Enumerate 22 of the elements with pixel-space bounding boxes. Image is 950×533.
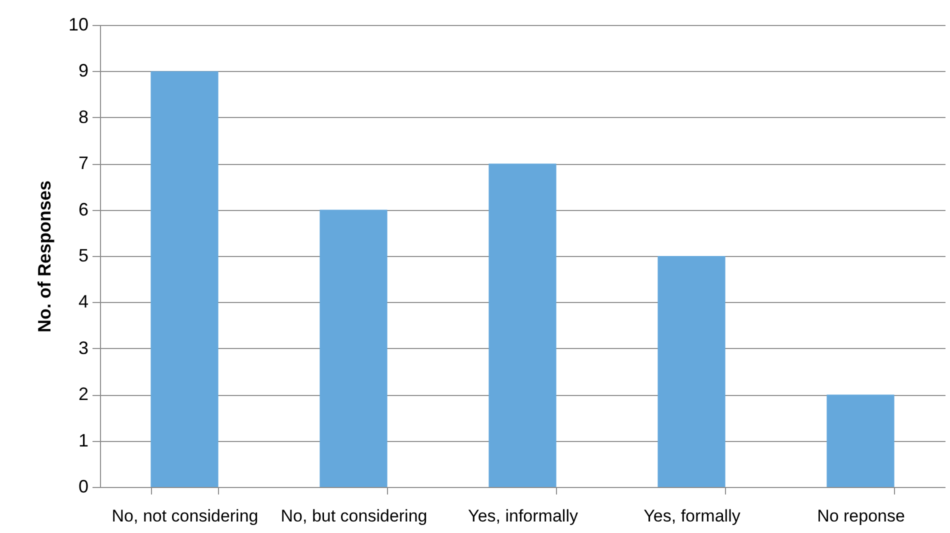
x-tick-label: No, but considering [280, 506, 428, 526]
x-tick-label: Yes, informally [468, 506, 578, 526]
y-tick-label: 0 [78, 476, 88, 496]
y-axis-title: No. of Responses [34, 180, 54, 333]
y-tick-label: 1 [78, 430, 88, 450]
bar [826, 394, 894, 487]
y-tick-label: 9 [78, 60, 88, 81]
bar [150, 71, 218, 487]
y-tick-label: 7 [78, 153, 88, 174]
y-tick-label: 2 [78, 384, 88, 404]
y-tick-label: 3 [78, 338, 88, 358]
y-tick-label: 5 [78, 246, 88, 266]
y-tick-label: 8 [78, 106, 88, 127]
y-tick-label: 6 [78, 199, 88, 220]
x-tick-label: No, not considering [112, 506, 258, 526]
bar [320, 210, 388, 487]
y-tick-label: 4 [78, 292, 88, 312]
x-tick-label: No reponse [817, 506, 905, 526]
bar [488, 164, 556, 487]
y-tick-label: 10 [68, 14, 88, 34]
bar [658, 256, 726, 487]
x-tick-label: Yes, formally [644, 506, 741, 526]
